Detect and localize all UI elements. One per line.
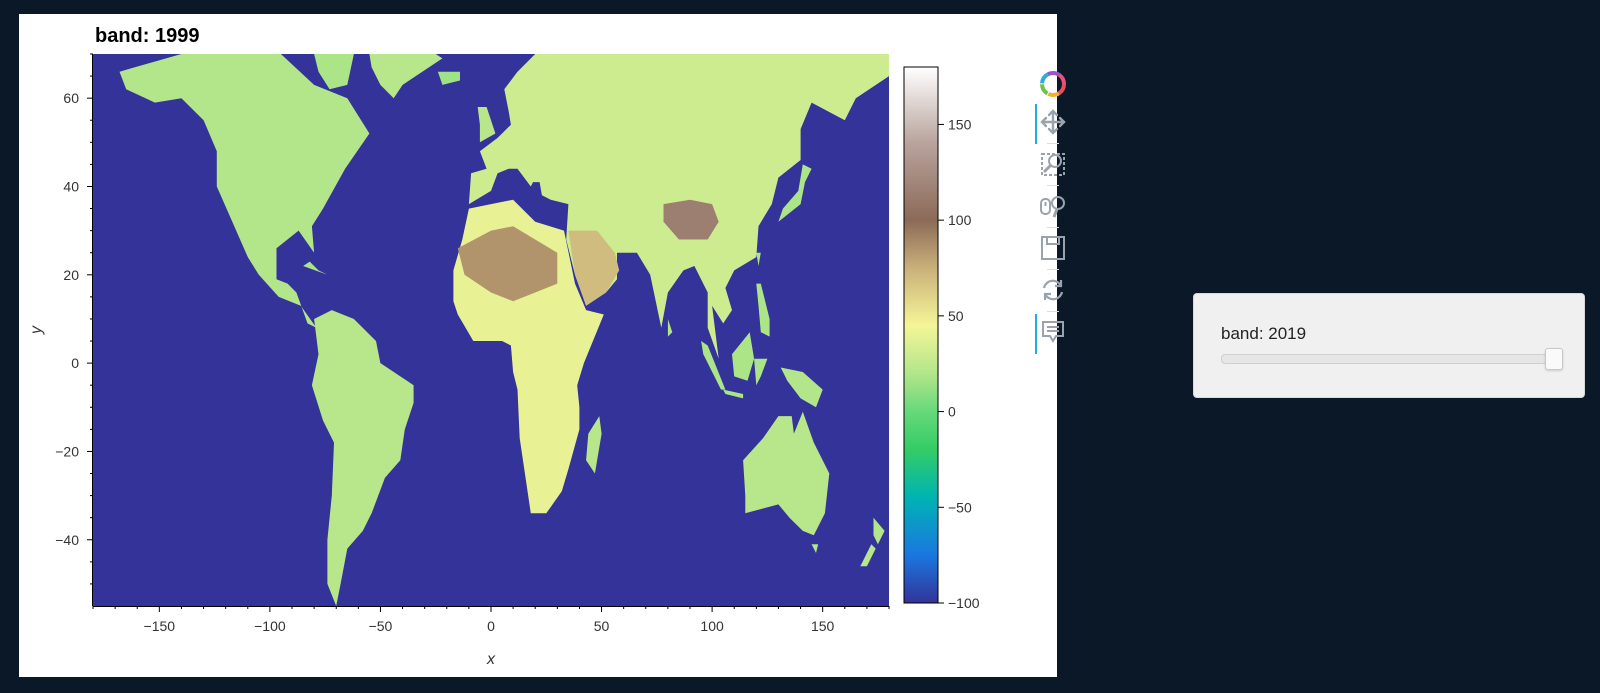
x-tick-label: −150 xyxy=(144,618,176,634)
land-cuba xyxy=(303,261,328,275)
reset-tool-icon[interactable] xyxy=(1030,272,1076,308)
colorbar-tick-label: 100 xyxy=(948,212,972,228)
y-tick-label: 60 xyxy=(63,90,79,106)
plot-svg[interactable]: band: 1999 −150 −100 −50 0 50 100 150 −40 −20 0 20… xyxy=(19,14,1057,677)
save-tool-icon[interactable] xyxy=(1030,230,1076,266)
land-sahara xyxy=(457,226,558,302)
land-australia xyxy=(743,411,830,536)
y-tick-label: −40 xyxy=(55,532,79,548)
land-arabia xyxy=(568,230,620,306)
pan-tool-icon[interactable] xyxy=(1030,104,1076,144)
land-java xyxy=(723,389,744,399)
toolbar xyxy=(1030,66,1076,366)
y-tick-label: −20 xyxy=(55,443,79,459)
bokeh-logo-icon[interactable] xyxy=(1030,66,1076,102)
x-tick-label: 150 xyxy=(811,618,835,634)
colorbar xyxy=(903,66,939,604)
land-taiwan xyxy=(756,252,761,266)
plot-panel: band: 1999 −150 −100 −50 0 50 100 150 −40 −20 0 20… xyxy=(19,14,1066,677)
colorbar-tick-label: 0 xyxy=(948,404,956,420)
slider-handle[interactable] xyxy=(1545,348,1563,370)
land-new-zealand-south xyxy=(860,544,876,567)
wheel-zoom-tool-icon[interactable] xyxy=(1030,188,1076,224)
box-zoom-tool-icon[interactable] xyxy=(1030,146,1076,182)
hover-tool-icon[interactable] xyxy=(1030,314,1076,354)
slider-widget: band: 2019 xyxy=(1193,293,1585,398)
land-sri-lanka xyxy=(667,319,673,337)
land-iceland xyxy=(437,71,460,85)
land-sumatra xyxy=(701,341,726,390)
colorbar-tick-label: −50 xyxy=(948,499,972,515)
x-tick-label: 50 xyxy=(594,618,610,634)
land-north-america xyxy=(119,54,370,328)
colorbar-tick-label: 50 xyxy=(948,308,964,324)
land-new-guinea xyxy=(780,367,823,408)
x-tick-label: 0 xyxy=(487,618,495,634)
land-south-america xyxy=(311,310,414,606)
plot-title: band: 1999 xyxy=(95,25,199,47)
y-axis-label: y xyxy=(28,325,45,335)
land-japan xyxy=(778,164,812,222)
slider-track[interactable] xyxy=(1221,354,1561,364)
colorbar-tick-label: −100 xyxy=(948,595,980,611)
x-tick-label: 100 xyxy=(700,618,724,634)
colorbar-tick-label: 150 xyxy=(948,116,972,132)
land-philippines xyxy=(756,283,770,337)
land-tasmania xyxy=(811,544,819,553)
x-tick-label: −50 xyxy=(369,618,393,634)
y-tick-label: 0 xyxy=(71,355,79,371)
land-madagascar xyxy=(586,416,602,474)
land-baffin-island xyxy=(314,54,354,90)
land-borneo xyxy=(732,332,755,381)
land-new-zealand-north xyxy=(873,517,885,545)
land-sulawesi xyxy=(754,358,768,386)
y-tick-label: 20 xyxy=(63,267,79,283)
land-great-britain xyxy=(477,107,496,143)
x-axis-label: x xyxy=(486,651,496,668)
x-tick-label: −100 xyxy=(254,618,286,634)
land-greenland xyxy=(369,54,443,99)
y-tick-label: 40 xyxy=(63,178,79,194)
slider-label: band: 2019 xyxy=(1221,324,1307,343)
land-tibetan-plateau xyxy=(663,199,719,240)
